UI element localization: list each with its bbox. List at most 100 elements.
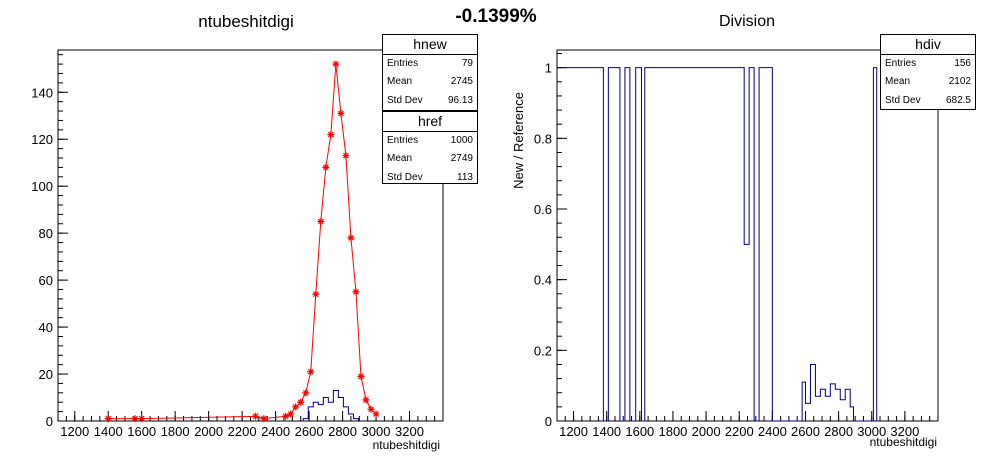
right-x-tick-label: 3000	[857, 424, 886, 439]
stats-row-stddev: Std Dev 682.5	[881, 92, 975, 110]
stats-value: 682.5	[945, 94, 971, 106]
href-star-marker	[302, 389, 310, 397]
stats-label: Entries	[387, 58, 419, 69]
stats-label: Mean	[387, 153, 413, 165]
right-x-tick-label: 3200	[890, 424, 919, 439]
href-star-marker	[342, 152, 350, 160]
left-x-tick-label: 3200	[395, 424, 424, 439]
left-series-group	[104, 60, 380, 423]
left-chart-title: ntubeshitdigi	[198, 12, 293, 31]
stats-value: 2745	[450, 76, 473, 88]
left-x-axis-label: ntubeshitdigi	[373, 438, 440, 452]
left-y-tick-label: 80	[39, 226, 53, 241]
right-chart-title: Division	[719, 13, 775, 30]
left-y-tick-label: 60	[39, 273, 53, 288]
stats-value: 96.13	[447, 94, 473, 106]
left-x-tick-label: 2600	[295, 424, 324, 439]
stats-box-hdiv: hdiv Entries 156 Mean 2102 Std Dev 682.5	[880, 34, 976, 110]
href-star-marker	[297, 398, 305, 406]
href-star-marker	[292, 403, 300, 411]
stats-box-href: href Entries 1000 Mean 2749 Std Dev 113	[382, 111, 478, 184]
left-panel: ntubeshitdigi 0 20 40 60 80 100 120 140 1200 140…	[31, 12, 444, 452]
href-star-marker	[307, 368, 315, 376]
left-y-tick-label: 120	[31, 132, 53, 147]
right-y-tick-label: 1	[545, 61, 552, 76]
right-y-tick-label: 0.2	[534, 343, 552, 358]
left-x-tick-label: 2800	[328, 424, 357, 439]
right-x-tick-label: 1400	[592, 424, 621, 439]
left-y-tick-label: 100	[31, 179, 53, 194]
stats-value: 156	[954, 58, 971, 69]
stats-value: 2102	[948, 76, 971, 88]
left-y-axis: 0 20 40 60 80 100 120 140	[31, 54, 68, 429]
left-x-tick-label: 1400	[94, 424, 123, 439]
stats-value: 1000	[450, 135, 473, 146]
href-star-marker	[347, 234, 355, 242]
right-x-tick-label: 2800	[824, 424, 853, 439]
right-x-tick-label: 2600	[791, 424, 820, 439]
right-y-tick-label: 0.4	[534, 273, 552, 288]
right-x-tick-label: 2000	[692, 424, 721, 439]
stats-label: Entries	[885, 58, 917, 69]
href-star-marker	[317, 217, 325, 225]
left-x-tick-label: 1600	[127, 424, 156, 439]
href-star-marker	[322, 163, 330, 171]
href-star-marker	[287, 410, 295, 418]
right-y-tick-label: 0	[545, 414, 552, 429]
right-x-tick-label: 1200	[559, 424, 588, 439]
href-star-marker	[332, 60, 340, 68]
stats-row-stddev: Std Dev 113	[383, 169, 477, 187]
stats-row-mean: Mean 2102	[881, 73, 975, 91]
right-x-tick-label: 1800	[658, 424, 687, 439]
stats-box-title: href	[383, 112, 477, 132]
href-star-marker	[357, 372, 365, 380]
left-x-tick-label: 1800	[161, 424, 190, 439]
stats-value: 113	[457, 171, 473, 183]
stats-row-entries: Entries 79	[383, 55, 477, 73]
href-star-marker	[352, 288, 360, 296]
href-star-marker	[252, 412, 260, 420]
right-x-axis: 1200 1400 1600 1800 2000 2200 2400 2600 2800 3000…	[559, 411, 931, 439]
stats-label: Mean	[885, 76, 911, 88]
href-star-marker	[104, 415, 112, 423]
stats-value: 2749	[450, 153, 473, 165]
right-y-axis: 0 0.2 0.4 0.6 0.8 1	[534, 53, 567, 429]
stats-label: Std Dev	[387, 171, 423, 183]
stats-label: Std Dev	[387, 94, 423, 106]
stats-box-hnew: hnew Entries 79 Mean 2745 Std Dev 96.13	[382, 34, 478, 111]
left-x-tick-label: 2000	[194, 424, 223, 439]
hdiv-histogram-line	[557, 67, 879, 422]
left-y-tick-label: 40	[39, 320, 53, 335]
href-star-marker	[282, 412, 290, 420]
left-y-tick-label: 140	[31, 85, 53, 100]
right-y-tick-label: 0.6	[534, 202, 552, 217]
left-x-axis: 1200 1400 1600 1800 2000 2200 2400 2600 2800 3000…	[60, 411, 436, 439]
href-star-marker	[131, 415, 139, 423]
right-x-axis-label: ntubeshitdigi	[870, 435, 937, 449]
left-x-tick-label: 1200	[60, 424, 89, 439]
href-star-marker	[337, 109, 345, 117]
left-x-tick-label: 3000	[362, 424, 391, 439]
stats-value: 79	[461, 58, 473, 69]
stats-label: Entries	[387, 135, 419, 146]
right-y-tick-label: 0.8	[534, 131, 552, 146]
href-star-marker	[362, 396, 370, 404]
right-series-group	[557, 67, 879, 422]
hnew-histogram-line	[302, 389, 359, 421]
href-star-marker	[260, 415, 268, 423]
percent-difference: -0.1399%	[455, 6, 536, 27]
left-y-tick-label: 0	[46, 414, 53, 429]
stats-row-mean: Mean 2745	[383, 73, 477, 91]
left-y-tick-label: 20	[39, 367, 53, 382]
stats-box-title: hnew	[383, 35, 477, 55]
left-x-tick-label: 2400	[261, 424, 290, 439]
right-panel: Division New / Reference 00.20.40.60.81 …	[511, 13, 939, 449]
href-series-line	[108, 64, 377, 420]
href-star-marker	[327, 131, 335, 139]
stats-box-title: hdiv	[881, 35, 975, 55]
stats-label: Mean	[387, 76, 413, 88]
right-x-tick-label: 1600	[625, 424, 654, 439]
href-star-marker	[367, 405, 375, 413]
right-x-tick-label: 2400	[758, 424, 787, 439]
stats-label: Std Dev	[885, 94, 921, 106]
